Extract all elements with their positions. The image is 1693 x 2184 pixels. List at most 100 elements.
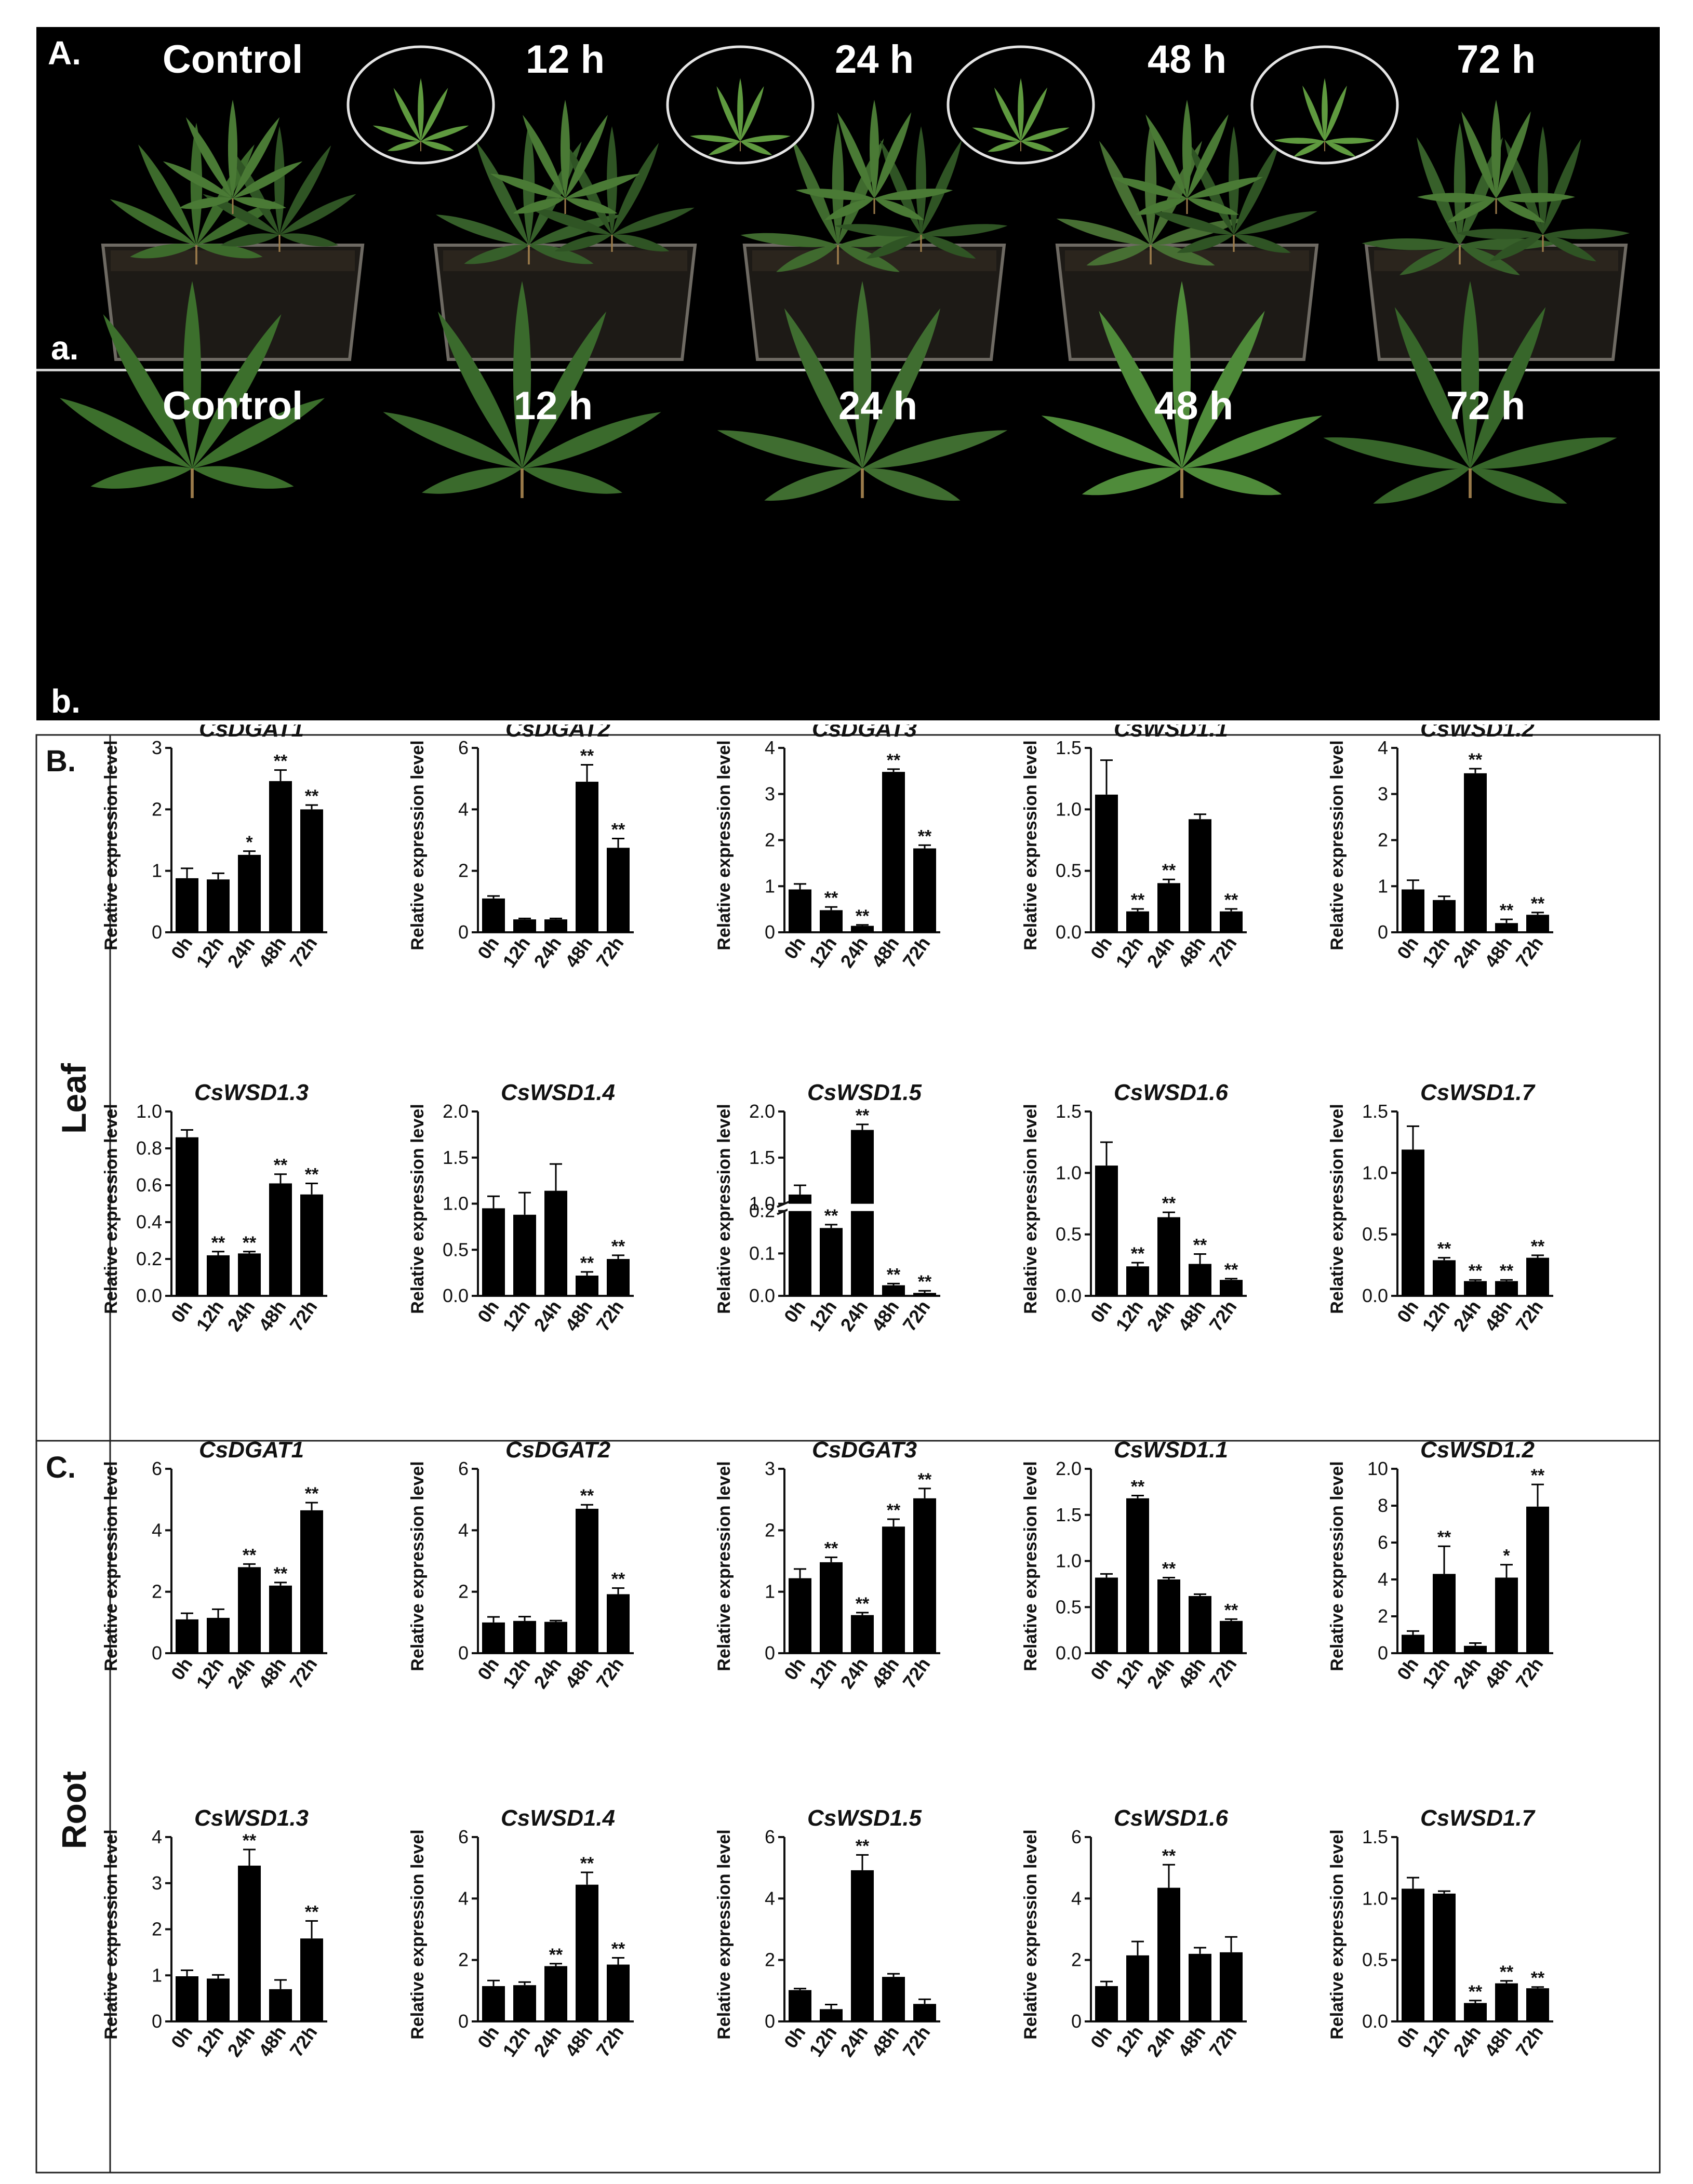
- detached-leaf: [1321, 281, 1619, 512]
- significance-marker: **: [856, 1594, 870, 1614]
- bar: [607, 848, 630, 932]
- row-a-label-48h: 48 h: [1148, 37, 1227, 82]
- x-tick-label: 24h: [836, 2022, 872, 2060]
- bar: [1526, 1506, 1549, 1653]
- bar: [882, 772, 905, 932]
- y-tick-label: 2: [458, 860, 469, 881]
- row-a-letter: a.: [51, 329, 78, 367]
- y-tick-label: 0.4: [136, 1211, 162, 1232]
- significance-marker: **: [274, 752, 288, 771]
- x-tick-label: 72h: [1205, 1296, 1241, 1335]
- y-tick-label: 8: [1378, 1495, 1388, 1516]
- bar: [238, 1567, 261, 1653]
- plant-pot: [101, 244, 365, 361]
- bar: [882, 1526, 905, 1653]
- y-tick-label: 0.0: [1362, 1285, 1388, 1306]
- x-tick-label: 48h: [867, 2022, 903, 2060]
- y-tick-label: 0.2: [136, 1248, 162, 1269]
- y-tick-label: 1: [765, 875, 775, 896]
- plant-leaf: [1149, 126, 1319, 258]
- bar: [513, 1985, 536, 2021]
- plant-leaf: [795, 100, 954, 224]
- x-tick-label: 48h: [254, 1654, 290, 1692]
- inset-leaf: [371, 78, 470, 154]
- chart-title: CsWSD1.4: [501, 1805, 615, 1831]
- y-tick-label: 10: [1367, 1458, 1388, 1479]
- row-b-label-control: Control: [163, 384, 303, 428]
- significance-marker: **: [918, 1272, 932, 1292]
- x-tick-label: 12h: [1111, 1654, 1147, 1692]
- bar: [1126, 1498, 1149, 1653]
- significance-marker: *: [246, 833, 253, 852]
- significance-marker: **: [1469, 1261, 1483, 1281]
- y-tick-label: 0: [152, 921, 162, 943]
- bar: [1157, 1887, 1180, 2021]
- chart-title: CsWSD1.5: [807, 1080, 922, 1105]
- bar: [482, 1622, 505, 1653]
- y-tick-label: 0.5: [1056, 1224, 1082, 1245]
- x-tick-label: 72h: [285, 2022, 321, 2060]
- significance-marker: **: [918, 1470, 932, 1490]
- x-tick-label: 12h: [498, 1296, 534, 1335]
- row-a-label-control: Control: [163, 37, 303, 82]
- bar: [269, 781, 292, 932]
- y-tick-label: 2: [765, 829, 775, 851]
- bar: [851, 1870, 874, 2021]
- y-tick-label: 4: [1378, 737, 1388, 758]
- chart-title: CsWSD1.2: [1420, 1437, 1535, 1463]
- plant-leaf: [528, 126, 696, 257]
- y-tick-label: 2: [152, 798, 162, 820]
- bar: [269, 1585, 292, 1653]
- x-tick-label: 72h: [898, 1296, 934, 1335]
- y-tick-label: 2: [152, 1581, 162, 1602]
- y-tick-label: 6: [765, 1826, 775, 1847]
- y-axis-label: Relative expression level: [101, 740, 121, 950]
- inset-leaf: [971, 78, 1071, 155]
- y-tick-label: 0.1: [749, 1242, 775, 1264]
- bar: [820, 2009, 843, 2021]
- x-tick-label: 24h: [836, 1296, 872, 1335]
- panel-frames: [35, 734, 1661, 2174]
- y-tick-label: 6: [1378, 1532, 1388, 1553]
- y-tick-label: 0.0: [749, 1285, 775, 1306]
- bar: [576, 1884, 598, 2021]
- bar: [851, 926, 874, 932]
- bar: [1402, 1888, 1424, 2021]
- bar: [1220, 1280, 1243, 1296]
- y-tick-label: 1.0: [1056, 798, 1082, 820]
- bar: [1402, 1149, 1424, 1296]
- bar: [1095, 794, 1118, 932]
- detached-leaf: [1038, 281, 1326, 503]
- bar: [789, 1194, 811, 1296]
- chart-title: CsDGAT3: [812, 1437, 917, 1463]
- plant-leaf: [107, 123, 286, 265]
- x-tick-label: 12h: [192, 1296, 228, 1335]
- y-axis-label: Relative expression level: [1021, 1829, 1041, 2039]
- y-tick-label: 1.0: [443, 1193, 469, 1214]
- y-tick-label: 3: [152, 737, 162, 758]
- y-tick-label: 3: [765, 783, 775, 805]
- x-tick-label: 72h: [285, 1654, 321, 1692]
- y-axis-label: Relative expression level: [1327, 1829, 1347, 2039]
- bar: [513, 1214, 536, 1296]
- chart-root-cswsd1-1: CsWSD1.1 Relative expression level 0.0 0.5 1…: [1021, 1437, 1247, 1692]
- bar: [1464, 2003, 1487, 2021]
- x-tick-label: 48h: [254, 2022, 290, 2060]
- y-tick-label: 1: [765, 1581, 775, 1602]
- bar: [1189, 1953, 1211, 2021]
- x-tick-label: 72h: [1205, 1654, 1241, 1692]
- chart-title: CsDGAT2: [505, 1437, 611, 1463]
- x-tick-label: 48h: [1480, 933, 1516, 971]
- significance-marker: **: [580, 1486, 594, 1506]
- plant-leaf: [434, 123, 624, 270]
- y-tick-label: 1.0: [1056, 1550, 1082, 1572]
- x-tick-label: 24h: [223, 2022, 259, 2060]
- y-axis-label: Relative expression level: [1021, 1104, 1041, 1314]
- significance-marker: **: [856, 1106, 870, 1126]
- y-tick-label: 1.0: [1056, 1162, 1082, 1183]
- bar: [1126, 911, 1149, 932]
- significance-marker: **: [580, 1854, 594, 1873]
- significance-marker: **: [1500, 1962, 1514, 1982]
